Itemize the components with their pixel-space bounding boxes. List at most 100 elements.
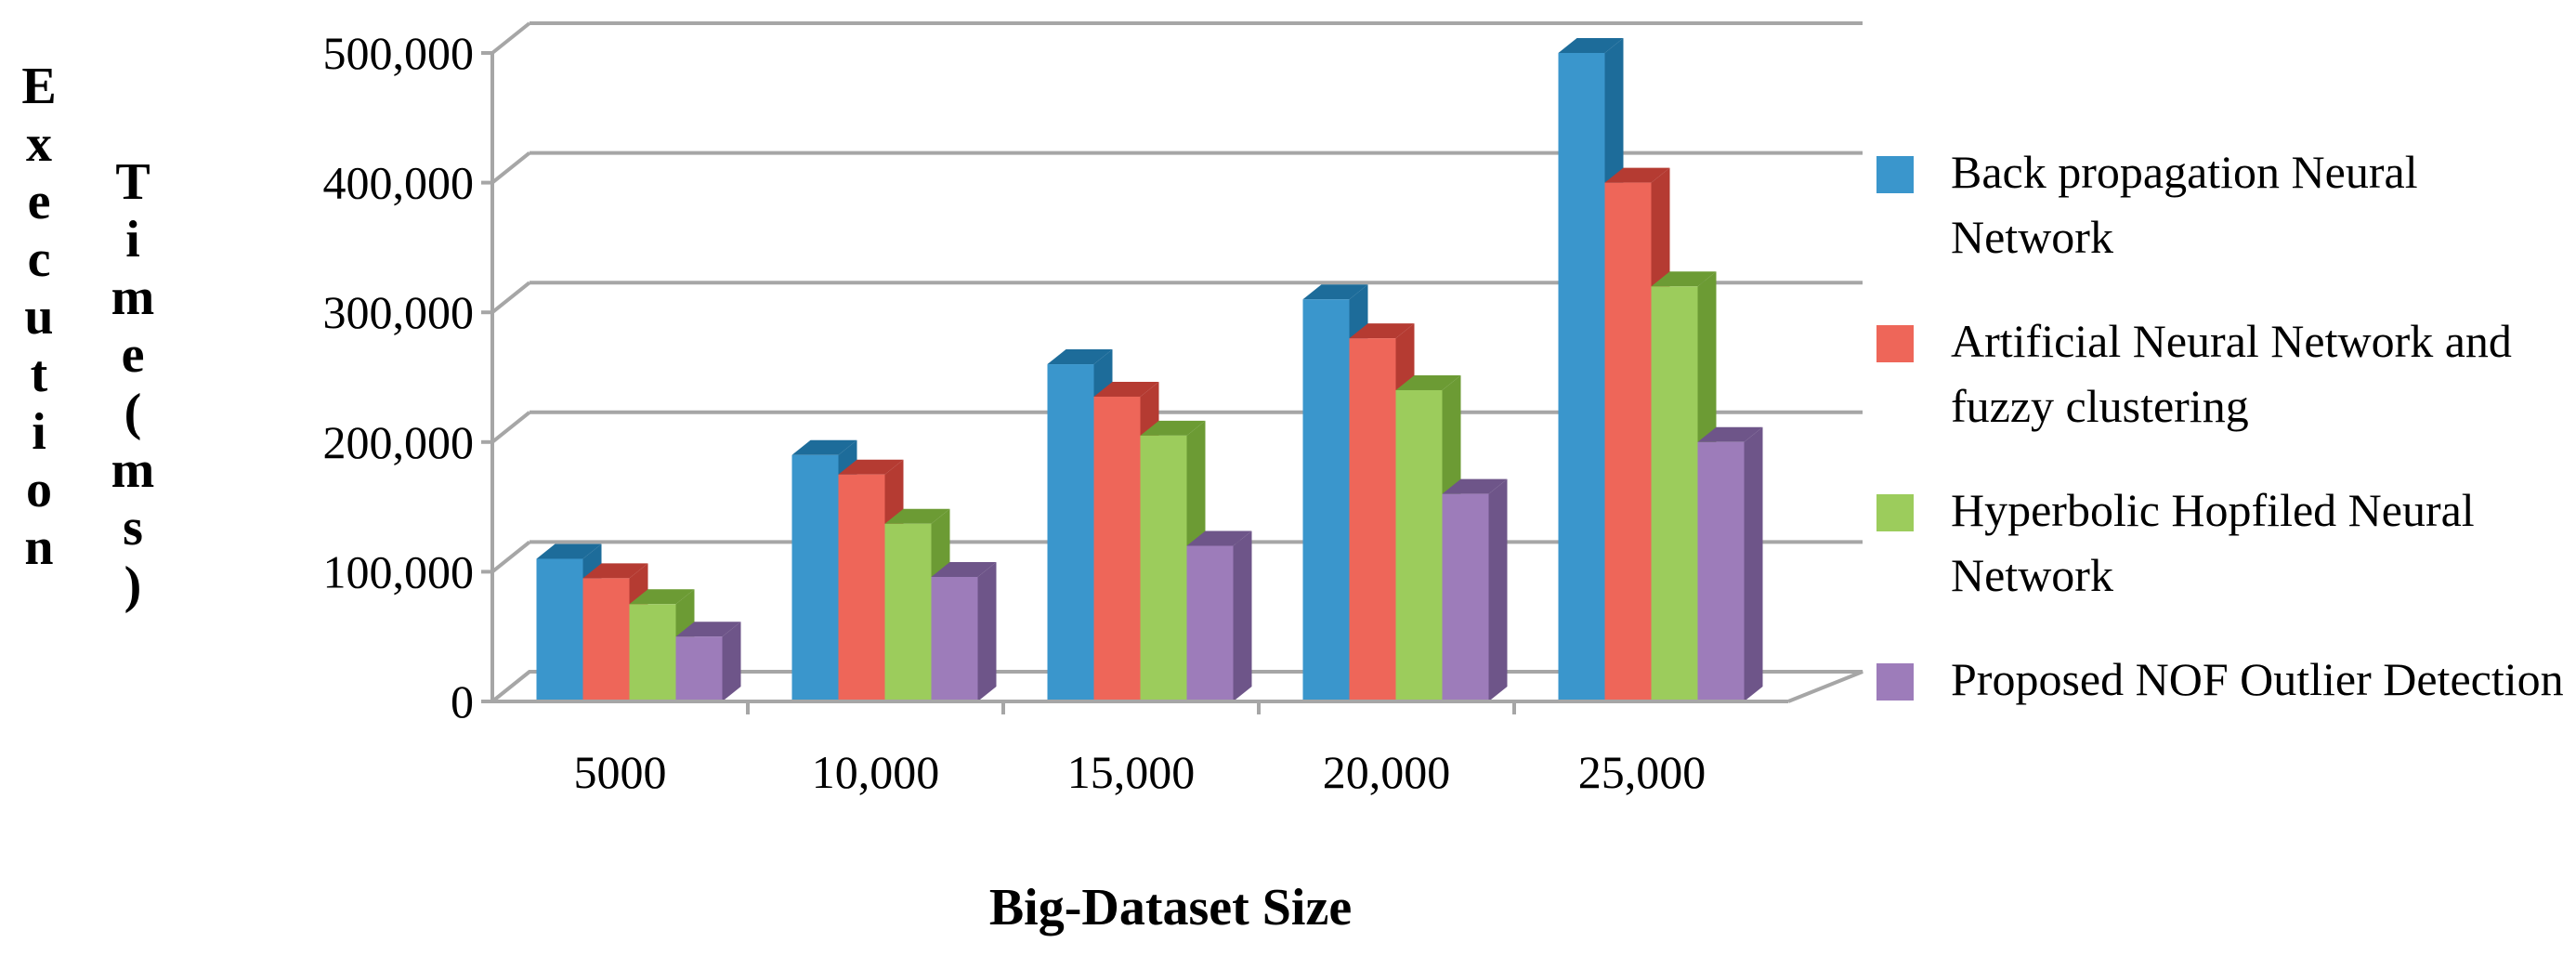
bar-front bbox=[1140, 435, 1187, 701]
y-axis-label-char: e bbox=[27, 173, 51, 230]
bar-front bbox=[884, 523, 932, 701]
y-axis-label-char: t bbox=[30, 346, 48, 403]
y-axis-label-char: x bbox=[26, 115, 52, 173]
legend-item: Hyperbolic Hopfiled Neural Network bbox=[1876, 478, 2564, 608]
gridline-diagonal bbox=[490, 540, 531, 573]
bar-top bbox=[1442, 478, 1508, 494]
bar-front bbox=[1047, 364, 1094, 701]
bar bbox=[1697, 426, 1763, 701]
bar-front bbox=[791, 454, 839, 701]
x-tick-label: 15,000 bbox=[1067, 746, 1196, 798]
bar bbox=[1186, 530, 1252, 701]
gridline-diagonal bbox=[490, 411, 531, 444]
bar-front bbox=[1651, 286, 1698, 701]
bar-top bbox=[1302, 284, 1368, 300]
bar-front bbox=[1558, 53, 1605, 701]
bar-top bbox=[1697, 426, 1763, 442]
bar bbox=[1442, 478, 1508, 701]
bar-top bbox=[884, 508, 950, 524]
bar-front bbox=[1302, 299, 1350, 701]
x-tick-label: 25,000 bbox=[1578, 746, 1706, 798]
bar-front bbox=[1349, 338, 1396, 701]
legend-item: Back propagation Neural Network bbox=[1876, 139, 2564, 269]
legend-swatch bbox=[1876, 156, 1914, 193]
bar-front bbox=[536, 558, 583, 701]
bar-front bbox=[838, 474, 885, 701]
y-tick-labels: 0 100,000 200,000 300,000 400,000 500,000 bbox=[323, 27, 475, 727]
y-tick-label: 0 bbox=[451, 675, 474, 727]
legend-label: Artificial Neural Network and fuzzy clus… bbox=[1951, 315, 2512, 432]
bar-side bbox=[977, 561, 997, 701]
bar-top bbox=[1047, 349, 1113, 365]
bar-top bbox=[931, 561, 997, 577]
x-axis-label: Big-Dataset Size bbox=[989, 879, 1352, 936]
legend-swatch bbox=[1876, 663, 1914, 701]
y-tick-label: 200,000 bbox=[323, 416, 475, 468]
bar bbox=[931, 561, 997, 701]
legend: Back propagation Neural Network Artificia… bbox=[1876, 139, 2564, 751]
bar-top bbox=[675, 622, 741, 637]
bar-front bbox=[931, 576, 978, 701]
y-tick-label: 100,000 bbox=[323, 545, 475, 597]
bar bbox=[675, 622, 741, 701]
bar-top bbox=[1140, 420, 1206, 436]
x-tick-labels: 5000 10,000 15,000 20,000 25,000 bbox=[492, 700, 1788, 798]
y-axis-label-char: e bbox=[121, 326, 145, 384]
bar-side bbox=[1233, 530, 1252, 701]
y-axis-label-char: i bbox=[125, 211, 140, 268]
y-tick-label: 500,000 bbox=[323, 27, 475, 79]
y-axis-label-char: c bbox=[27, 230, 51, 288]
bar-top bbox=[1604, 167, 1670, 183]
gridline-diagonal bbox=[490, 670, 531, 703]
bar-side bbox=[1488, 478, 1508, 701]
bar-side bbox=[1744, 426, 1763, 701]
y-tick-label: 400,000 bbox=[323, 157, 475, 209]
y-tick-label: 300,000 bbox=[323, 286, 475, 338]
y-axis-label-char: s bbox=[123, 499, 143, 557]
bar-front bbox=[1093, 396, 1141, 701]
bar-front bbox=[1442, 493, 1489, 701]
bar-top bbox=[1651, 271, 1717, 287]
bar-top bbox=[1558, 38, 1624, 53]
bar-side bbox=[722, 622, 741, 701]
bar-front bbox=[1395, 389, 1443, 701]
y-axis-label-char: i bbox=[32, 403, 46, 461]
y-axis-label-char: n bbox=[24, 518, 54, 576]
y-axis-label-char: m bbox=[111, 441, 155, 499]
y-axis-label-char: m bbox=[111, 268, 155, 326]
bar-front bbox=[629, 604, 676, 701]
y-axis-label-char: E bbox=[21, 58, 57, 115]
bar-top bbox=[1186, 530, 1252, 546]
y-axis-label-char: ( bbox=[124, 384, 142, 441]
bar-front bbox=[1186, 545, 1234, 701]
bar-top bbox=[1395, 374, 1461, 390]
gridline-diagonal bbox=[490, 21, 531, 55]
bar-front bbox=[1604, 182, 1652, 702]
y-axis-label-char: o bbox=[26, 461, 52, 518]
gridline-diagonal bbox=[490, 281, 531, 314]
gridline-diagonal bbox=[490, 151, 531, 185]
bar-top bbox=[582, 563, 648, 579]
legend-item: Proposed NOF Outlier Detection bbox=[1876, 647, 2564, 712]
legend-item: Artificial Neural Network and fuzzy clus… bbox=[1876, 308, 2564, 439]
legend-label: Proposed NOF Outlier Detection bbox=[1951, 653, 2564, 705]
x-tick-label: 20,000 bbox=[1323, 746, 1451, 798]
bar-top bbox=[629, 589, 695, 605]
y-axis-label-char: u bbox=[24, 288, 54, 346]
bar-front bbox=[582, 578, 630, 701]
bar-top bbox=[791, 439, 857, 455]
legend-swatch bbox=[1876, 494, 1914, 531]
legend-swatch bbox=[1876, 325, 1914, 362]
bar-top bbox=[1349, 323, 1415, 339]
bar-front bbox=[675, 636, 723, 701]
y-axis-label-char: ) bbox=[124, 557, 142, 614]
y-axis-label-char: T bbox=[115, 153, 150, 211]
bar-top bbox=[838, 459, 904, 475]
x-tick-label: 5000 bbox=[574, 746, 667, 798]
bars bbox=[536, 38, 1763, 702]
bar-front bbox=[1697, 441, 1745, 701]
